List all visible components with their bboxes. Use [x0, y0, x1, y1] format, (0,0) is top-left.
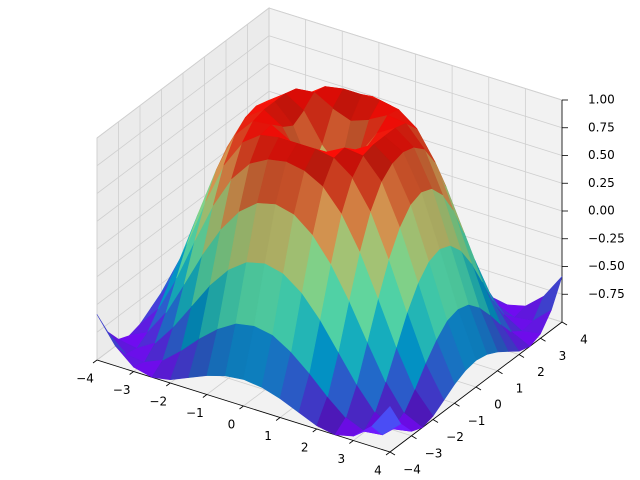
- x-tick-label: 4: [374, 464, 382, 478]
- z-tick-label: 0.75: [588, 120, 615, 134]
- x-tick: [239, 405, 244, 410]
- surface-face: [371, 406, 402, 436]
- y-tick-label: 4: [580, 333, 588, 347]
- y-tick-label: 3: [559, 349, 567, 363]
- y-tick-label: 0: [494, 398, 502, 412]
- x-tick: [202, 394, 208, 398]
- x-tick: [92, 359, 98, 364]
- y-tick: [389, 451, 396, 456]
- x-tick: [385, 451, 391, 456]
- y-tick-label: 2: [537, 365, 545, 379]
- grid-line: [96, 35, 270, 167]
- x-tick-label: −2: [149, 395, 167, 409]
- x-tick-label: 3: [338, 452, 346, 466]
- grid-line: [268, 63, 563, 156]
- z-tick-label: −0.25: [588, 231, 625, 245]
- y-tick: [540, 337, 546, 342]
- grid-line: [268, 7, 563, 101]
- grid-line: [96, 90, 270, 222]
- y-tick: [518, 354, 525, 358]
- surface-face: [322, 157, 353, 214]
- x-tick-label: −3: [113, 383, 131, 397]
- z-tick-label: 0.25: [588, 176, 615, 190]
- x-tick: [166, 382, 171, 387]
- y-tick: [497, 370, 503, 375]
- y-tick-label: −4: [403, 463, 421, 477]
- z-tick-label: −0.75: [588, 287, 625, 301]
- grid-line: [96, 7, 270, 139]
- y-tick: [432, 419, 439, 423]
- surface-face: [96, 314, 127, 355]
- y-tick: [411, 435, 417, 440]
- grid-line: [268, 35, 563, 129]
- y-tick-label: −3: [425, 446, 443, 460]
- x-tick-label: 2: [301, 441, 309, 455]
- y-tick-label: 1: [516, 381, 524, 395]
- y-tick-label: −2: [446, 430, 464, 444]
- y-tick-label: −1: [468, 414, 486, 428]
- x-tick-label: 1: [264, 429, 272, 443]
- grid-line: [96, 63, 270, 194]
- z-tick-label: 1.00: [588, 93, 615, 107]
- y-tick: [454, 402, 460, 407]
- x-tick: [312, 428, 317, 433]
- x-tick: [349, 440, 354, 444]
- x-tick-label: 0: [228, 418, 236, 432]
- z-tick-label: 0.00: [588, 204, 615, 218]
- x-tick: [275, 417, 281, 421]
- y-tick: [475, 386, 482, 391]
- x-tick-label: −4: [76, 372, 94, 386]
- z-tick-label: 0.50: [588, 148, 615, 162]
- z-tick-label: −0.50: [588, 259, 625, 273]
- x-tick-label: −1: [186, 406, 204, 420]
- y-tick: [561, 321, 568, 326]
- x-tick: [129, 371, 134, 375]
